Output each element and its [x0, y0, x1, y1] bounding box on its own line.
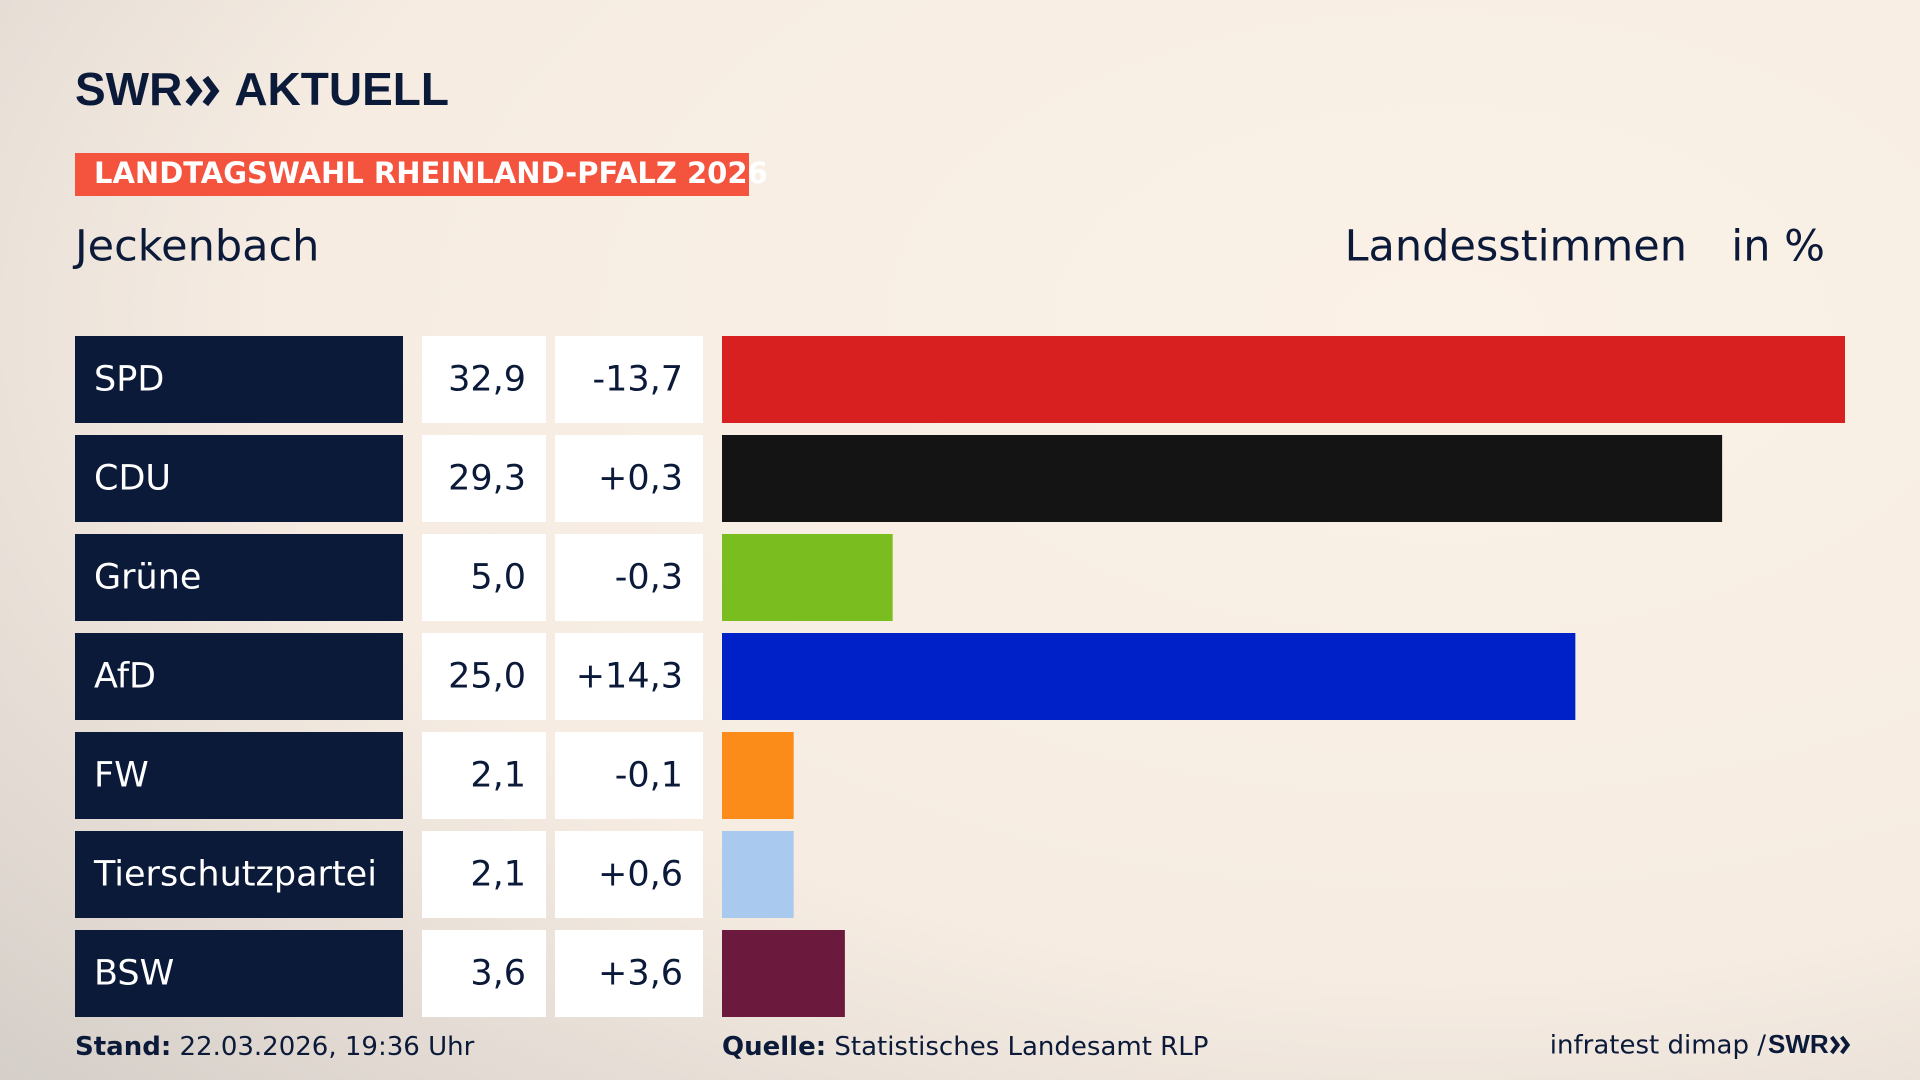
- stand-value: 22.03.2026, 19:36 Uhr: [179, 1032, 474, 1062]
- bar: [722, 435, 1723, 522]
- chart-subtitle: Landesstimmen: [1345, 222, 1687, 272]
- change-label: -13,7: [592, 360, 683, 400]
- credit-logo: SWR: [1768, 1029, 1829, 1059]
- bar: [722, 534, 893, 621]
- change-label: -0,3: [615, 558, 683, 598]
- change-label: +14,3: [576, 657, 683, 697]
- change-box: [555, 633, 703, 720]
- party-label: AfD: [94, 657, 156, 697]
- change-box: [555, 534, 703, 621]
- change-box: [555, 831, 703, 918]
- party-label: Grüne: [94, 558, 201, 598]
- change-label: +3,6: [598, 954, 683, 994]
- change-box: [555, 732, 703, 819]
- bar: [722, 930, 845, 1017]
- badge: [75, 153, 749, 196]
- logo-suffix: AKTUELL: [234, 63, 449, 115]
- party-label: Tierschutzpartei: [93, 855, 377, 895]
- party-label: CDU: [94, 459, 171, 499]
- bar: [722, 336, 1845, 423]
- footer-stand: Stand: 22.03.2026, 19:36 Uhr: [75, 1032, 475, 1062]
- value-box: [422, 435, 546, 522]
- footer-source: Quelle: Statistisches Landesamt RLP: [722, 1032, 1208, 1062]
- bar: [722, 732, 794, 819]
- change-label: +0,3: [598, 459, 683, 499]
- party-box: [75, 633, 403, 720]
- party-box: [75, 930, 403, 1017]
- value-label: 2,1: [470, 756, 526, 796]
- value-label: 5,0: [470, 558, 526, 598]
- value-label: 2,1: [470, 855, 526, 895]
- logo-chevrons: [185, 75, 220, 107]
- source-label: Quelle:: [722, 1032, 826, 1062]
- value-box: [422, 534, 546, 621]
- value-box: [422, 930, 546, 1017]
- value-box: [422, 831, 546, 918]
- party-box: [75, 831, 403, 918]
- chart-title: Jeckenbach: [72, 222, 319, 272]
- change-box: [555, 336, 703, 423]
- credit-chevrons: [1830, 1035, 1851, 1055]
- badge-text: LANDTAGSWAHL RHEINLAND-PFALZ 2026: [94, 156, 768, 190]
- unit-label: in %: [1731, 222, 1825, 272]
- party-box: [75, 336, 403, 423]
- change-label: +0,6: [598, 855, 683, 895]
- value-box: [422, 732, 546, 819]
- stand-label: Stand:: [75, 1032, 171, 1062]
- footer-credit: infratest dimap /: [1550, 1031, 1766, 1061]
- bar: [722, 633, 1576, 720]
- party-box: [75, 435, 403, 522]
- chevron: [185, 75, 203, 107]
- party-box: [75, 534, 403, 621]
- value-label: 25,0: [448, 657, 526, 697]
- party-box: [75, 732, 403, 819]
- party-label: FW: [94, 756, 149, 796]
- change-box: [555, 930, 703, 1017]
- source-value: Statistisches Landesamt RLP: [834, 1032, 1208, 1062]
- chevron: [1830, 1035, 1841, 1055]
- change-box: [555, 435, 703, 522]
- party-label: SPD: [94, 360, 164, 400]
- value-box: [422, 633, 546, 720]
- value-label: 29,3: [448, 459, 526, 499]
- bar: [722, 831, 794, 918]
- chevron: [1840, 1035, 1851, 1055]
- party-label: BSW: [94, 954, 174, 994]
- logo: SWR: [75, 63, 182, 115]
- value-box: [422, 336, 546, 423]
- value-label: 3,6: [470, 954, 526, 994]
- change-label: -0,1: [615, 756, 683, 796]
- chevron: [202, 75, 220, 107]
- value-label: 32,9: [448, 360, 526, 400]
